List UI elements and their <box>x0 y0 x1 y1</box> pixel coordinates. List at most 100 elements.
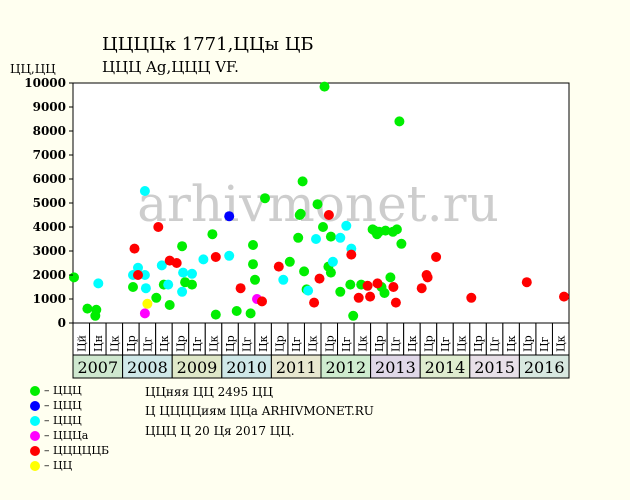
data-point <box>250 274 260 285</box>
data-point <box>284 256 295 267</box>
legend-item: – ЦЦЦ <box>30 414 82 427</box>
data-point <box>388 282 399 292</box>
month-label: Цк <box>456 335 469 352</box>
month-label: Цр <box>224 335 237 352</box>
y-tick-label: 8000 <box>33 124 66 138</box>
y-tick-label: 1000 <box>33 292 66 306</box>
data-point <box>187 279 197 290</box>
data-point <box>372 278 383 289</box>
data-point <box>235 283 246 294</box>
data-point <box>341 220 352 231</box>
month-label: Цг <box>439 336 452 352</box>
month-label: Цг <box>141 336 154 352</box>
data-point <box>391 224 402 235</box>
data-point <box>346 249 357 260</box>
data-point <box>91 304 102 315</box>
year-label: 2012 <box>325 358 366 377</box>
data-point <box>273 261 284 272</box>
data-point <box>293 232 304 243</box>
legend-dot <box>30 416 40 426</box>
legend-item: – ЦЦЦЦЦБ <box>30 444 109 457</box>
month-label: Цг <box>389 336 402 352</box>
y-tick-label: 7000 <box>33 148 66 162</box>
year-label: 2014 <box>425 358 466 377</box>
year-label: 2016 <box>524 358 565 377</box>
data-point <box>380 225 391 236</box>
legend-dot <box>30 461 40 471</box>
month-label: Цр <box>422 335 435 352</box>
data-point <box>171 258 182 268</box>
data-point <box>335 232 346 243</box>
data-point <box>139 308 150 319</box>
data-point <box>245 308 256 319</box>
month-label: Цг <box>290 336 303 352</box>
month-label: Цн <box>92 335 105 352</box>
y-tick-label: 9000 <box>33 100 66 114</box>
data-point <box>151 292 162 303</box>
chart-subtitle: ЦЦЦ Ag,ЦЦЦ VF. <box>102 58 239 76</box>
data-point <box>278 274 289 285</box>
year-bands: 2007 2008 2009 2010 2011 2012 2013 2014 2015 2016 <box>72 354 570 379</box>
y-tick-label: 3000 <box>33 244 66 258</box>
y-tick-label: 5000 <box>33 196 66 210</box>
month-label: Цр <box>373 335 386 352</box>
month-label: Цк <box>158 335 171 352</box>
y-tick-label: 2000 <box>33 268 66 282</box>
data-point <box>93 278 104 289</box>
data-point <box>311 234 321 244</box>
data-point <box>248 259 258 270</box>
data-point <box>416 283 427 294</box>
legend-item: – ЦЦ <box>30 459 72 472</box>
info-line-source: Ц ЦЦЦЦиям ЦЦа ARHIVMONET.RU <box>145 404 374 418</box>
legend-dot <box>30 401 40 411</box>
data-point <box>177 286 188 297</box>
info-line-date: ЦЦЦ Ц 20 Ця 2017 ЦЦ. <box>145 424 295 438</box>
data-point <box>69 272 79 283</box>
data-point <box>559 291 569 302</box>
data-point <box>319 81 330 92</box>
data-point <box>327 256 338 267</box>
data-point <box>156 260 167 271</box>
legend-item: – ЦЦЦ <box>30 399 82 412</box>
legend-dot <box>30 386 40 396</box>
data-point <box>396 238 407 249</box>
data-point <box>248 240 258 250</box>
month-label: Цк <box>406 335 419 352</box>
data-point <box>207 229 218 240</box>
data-point <box>178 267 189 278</box>
month-label: Цк <box>505 335 518 352</box>
data-point <box>309 297 320 308</box>
year-label: 2010 <box>226 358 267 377</box>
data-point <box>139 186 150 196</box>
legend-dot <box>30 431 40 441</box>
year-label: 2015 <box>474 358 515 377</box>
month-label: Цк <box>307 335 320 352</box>
data-point <box>379 288 390 298</box>
data-point <box>325 267 336 278</box>
year-label: 2013 <box>375 358 416 377</box>
month-label: Цр <box>522 335 535 352</box>
legend-dot <box>30 446 40 456</box>
data-point <box>140 283 151 294</box>
month-label: Цр <box>323 335 336 352</box>
data-point <box>422 272 433 283</box>
data-point <box>139 270 150 280</box>
y-tick-label: 6000 <box>33 172 66 186</box>
y-tick-label: 0 <box>58 316 66 330</box>
month-label: Цк <box>108 335 121 352</box>
data-point <box>164 300 175 310</box>
legend-label: – ЦЦЦ <box>44 414 82 427</box>
data-point <box>210 309 221 320</box>
data-point <box>210 252 221 262</box>
y-tick-label: 10000 <box>24 76 66 90</box>
data-point <box>142 298 153 309</box>
year-band <box>518 354 570 379</box>
data-point <box>318 222 328 232</box>
data-point <box>314 273 325 284</box>
legend-item: – ЦЦЦ <box>30 384 82 397</box>
data-point <box>325 231 336 242</box>
month-label: Цг <box>538 336 551 352</box>
month-label: Цк <box>356 335 369 352</box>
data-point <box>257 296 267 307</box>
data-point <box>394 116 405 127</box>
